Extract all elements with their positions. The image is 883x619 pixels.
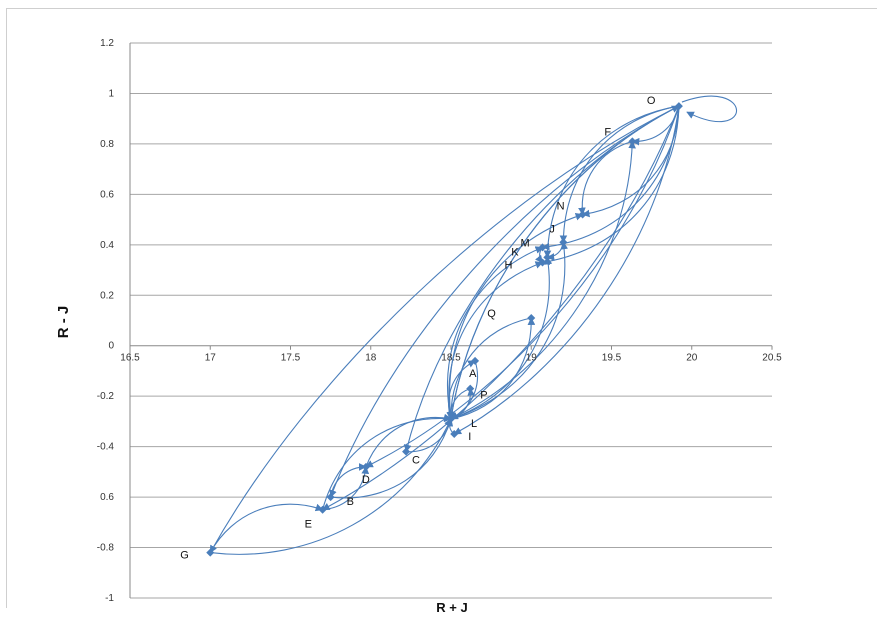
point-labels: O F NJ MKH Q AP LI C DB E G [180, 95, 656, 562]
y-tick-label: -1 [105, 593, 114, 604]
point-label-q: Q [487, 308, 496, 320]
x-tick-label: 19.5 [602, 353, 622, 364]
point-k [543, 253, 551, 261]
y-tick-label: 0.2 [100, 290, 114, 301]
y-tick-label: -0.4 [97, 442, 115, 453]
point-d [362, 463, 370, 471]
connection-arrow-o-e [323, 106, 679, 510]
point-label-o: O [647, 95, 656, 107]
connection-arrow-o-o [682, 96, 737, 121]
point-label-i: I [468, 431, 471, 443]
point-h [538, 258, 546, 266]
point-label-h: H [504, 259, 512, 271]
connection-arrow-e-d [323, 467, 366, 510]
y-tick-label: 0.6 [100, 189, 114, 200]
y-tick-label: 0.6 [100, 492, 114, 503]
data-points [206, 102, 683, 557]
connection-arrow-l-f [451, 141, 632, 419]
x-tick-label: 17.5 [281, 353, 301, 364]
x-tick-label: 19 [526, 353, 538, 364]
y-tick-label: 0.8 [100, 139, 114, 150]
y-tick-label: 0.4 [100, 240, 114, 251]
connection-arrows [210, 96, 736, 554]
x-tick-label: 17 [205, 353, 217, 364]
point-label-m: M [520, 237, 529, 249]
tick-labels: 1.2 1 0.8 0.6 0.4 0.2 0 -0.2 -0.4 0.6 -0.8 -1 16.5 17… [97, 38, 782, 604]
connection-arrow-e-l [323, 418, 451, 509]
x-tick-label: 20.5 [762, 353, 782, 364]
point-g [206, 549, 214, 557]
point-q [527, 314, 535, 322]
x-axis-title: R + J [436, 600, 467, 615]
point-a [471, 357, 479, 365]
connection-arrow-q-l [451, 318, 531, 419]
connection-arrow-l-q [451, 318, 531, 419]
x-tick-label: 18.5 [441, 353, 461, 364]
y-tick-label: -0.8 [97, 543, 115, 554]
point-label-e: E [305, 519, 312, 531]
connection-arrow-o-g [210, 106, 679, 553]
y-tick-label: 0 [108, 341, 114, 352]
point-label-p: P [480, 390, 487, 402]
point-label-a: A [469, 368, 477, 380]
point-label-c: C [412, 455, 420, 467]
connection-arrow-o-d [366, 106, 679, 467]
point-label-j: J [549, 223, 555, 235]
point-o [675, 102, 683, 110]
point-label-d: D [362, 474, 370, 486]
y-tick-label: 1 [108, 88, 114, 99]
point-e [319, 506, 327, 514]
x-tick-label: 18 [365, 353, 377, 364]
point-n [579, 211, 587, 219]
y-tick-label: 1.2 [100, 38, 114, 49]
point-label-k: K [511, 246, 519, 258]
x-tick-label: 16.5 [120, 353, 140, 364]
point-label-g: G [180, 550, 189, 562]
y-axis-title: R - J [55, 306, 72, 339]
connection-arrow-o-c [406, 106, 679, 452]
point-label-f: F [604, 126, 611, 138]
point-label-l: L [471, 418, 477, 430]
connection-arrow-b-d [331, 467, 366, 497]
connection-arrow-o-b [331, 106, 679, 497]
point-p [466, 385, 474, 393]
point-label-b: B [347, 496, 354, 508]
y-tick-label: -0.2 [97, 391, 115, 402]
point-label-n: N [557, 201, 565, 213]
x-tick-label: 20 [686, 353, 698, 364]
